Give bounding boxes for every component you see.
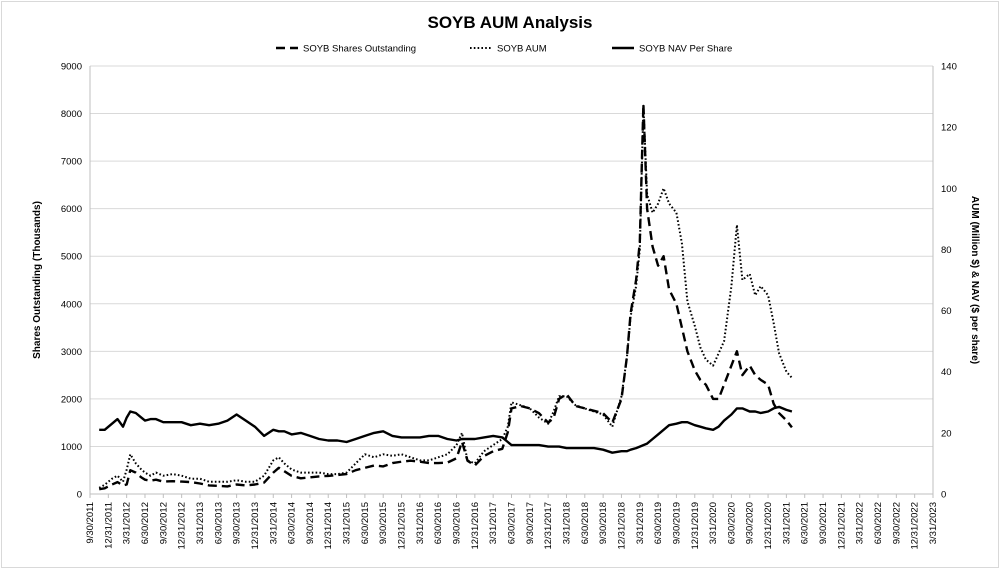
x-tick-label: 9/30/2021 [818, 502, 829, 544]
x-tick-label: 6/30/2015 [360, 502, 371, 544]
x-tick-label: 9/30/2013 [232, 502, 243, 544]
x-tick-label: 12/31/2015 [397, 502, 408, 550]
x-axis-ticks: 9/30/2011 12/31/2011 3/31/2012 6/30/2012 9/3… [85, 494, 939, 550]
x-tick-label: 3/31/2022 [855, 502, 866, 544]
left-tick-label: 2000 [61, 394, 82, 405]
x-tick-label: 3/31/2012 [122, 502, 133, 544]
series-line-1 [99, 102, 793, 491]
x-tick-label: 12/31/2022 [910, 502, 921, 550]
left-axis-ticks: 0 1000 2000 3000 4000 5000 6000 7000 8000 9000 [61, 62, 82, 501]
x-tick-label: 9/30/2011 [85, 502, 96, 544]
series-line-2 [98, 104, 793, 489]
legend-label: SOYB Shares Outstanding [303, 44, 416, 55]
x-tick-label: 12/31/2014 [323, 502, 334, 550]
x-tick-label: 6/30/2014 [287, 502, 298, 544]
right-tick-label: 140 [941, 62, 957, 73]
x-tick-label: 9/30/2019 [671, 502, 682, 544]
x-tick-label: 9/30/2012 [158, 502, 169, 544]
x-tick-label: 9/30/2014 [305, 502, 316, 544]
x-tick-label: 3/31/2021 [781, 502, 792, 544]
x-tick-label: 9/30/2015 [378, 502, 389, 544]
x-tick-label: 12/31/2011 [103, 502, 114, 549]
x-tick-label: 9/30/2017 [525, 502, 536, 544]
left-tick-label: 0 [77, 490, 82, 501]
x-tick-label: 6/30/2020 [726, 502, 737, 544]
x-tick-label: 3/31/2020 [708, 502, 719, 544]
left-tick-label: 4000 [61, 299, 82, 310]
legend: SOYB Shares Outstanding SOYB AUM SOYB NAV … [276, 44, 732, 55]
x-tick-label: 3/31/2017 [488, 502, 499, 544]
legend-label: SOYB AUM [497, 44, 547, 55]
chart-title: SOYB AUM Analysis [427, 13, 592, 32]
right-tick-label: 120 [941, 123, 957, 134]
right-axis-title: AUM (Million $) & NAV ($ per share) [969, 196, 980, 364]
x-tick-label: 12/31/2021 [836, 502, 847, 550]
right-tick-label: 80 [941, 245, 952, 256]
right-tick-label: 100 [941, 184, 957, 195]
right-tick-label: 60 [941, 306, 952, 317]
left-tick-label: 6000 [61, 204, 82, 215]
x-tick-label: 9/30/2016 [452, 502, 463, 544]
x-tick-label: 3/31/2013 [195, 502, 206, 544]
x-tick-label: 3/31/2023 [928, 502, 939, 544]
left-tick-label: 8000 [61, 109, 82, 120]
right-axis-ticks: 0 20 40 60 80 100 120 140 [941, 62, 957, 501]
x-tick-label: 6/30/2012 [140, 502, 151, 544]
x-tick-label: 12/31/2019 [690, 502, 701, 550]
left-tick-label: 5000 [61, 252, 82, 263]
x-tick-label: 3/31/2016 [415, 502, 426, 544]
legend-label: SOYB NAV Per Share [639, 44, 732, 55]
series-line-3 [99, 405, 793, 454]
gridlines [90, 65, 933, 447]
left-tick-label: 9000 [61, 62, 82, 73]
x-tick-label: 3/31/2019 [635, 502, 646, 544]
x-tick-label: 12/31/2020 [763, 502, 774, 550]
x-tick-label: 12/31/2016 [470, 502, 481, 550]
right-tick-label: 0 [941, 490, 946, 501]
left-tick-label: 7000 [61, 157, 82, 168]
axes [89, 66, 934, 495]
x-tick-label: 12/31/2012 [177, 502, 188, 550]
x-tick-label: 6/30/2017 [507, 502, 518, 544]
left-tick-label: 3000 [61, 347, 82, 358]
x-tick-label: 6/30/2018 [580, 502, 591, 544]
x-tick-label: 12/31/2018 [616, 502, 627, 550]
x-tick-label: 6/30/2013 [213, 502, 224, 544]
x-tick-label: 6/30/2021 [800, 502, 811, 544]
x-tick-label: 9/30/2022 [891, 502, 902, 544]
x-tick-label: 9/30/2018 [598, 502, 609, 544]
left-tick-label: 1000 [61, 442, 82, 453]
x-tick-label: 3/31/2015 [342, 502, 353, 544]
right-tick-label: 40 [941, 367, 952, 378]
x-tick-label: 6/30/2019 [653, 502, 664, 544]
x-tick-label: 12/31/2017 [543, 502, 554, 550]
x-tick-label: 6/30/2016 [433, 502, 444, 544]
x-tick-label: 3/31/2014 [268, 502, 279, 544]
x-tick-label: 3/31/2018 [561, 502, 572, 544]
right-tick-label: 20 [941, 428, 952, 439]
x-tick-label: 6/30/2022 [873, 502, 884, 544]
x-tick-label: 9/30/2020 [745, 502, 756, 544]
series-layer [98, 102, 793, 491]
x-tick-label: 12/31/2013 [250, 502, 261, 550]
left-axis-title: Shares Outstanding (Thousands) [32, 201, 43, 359]
